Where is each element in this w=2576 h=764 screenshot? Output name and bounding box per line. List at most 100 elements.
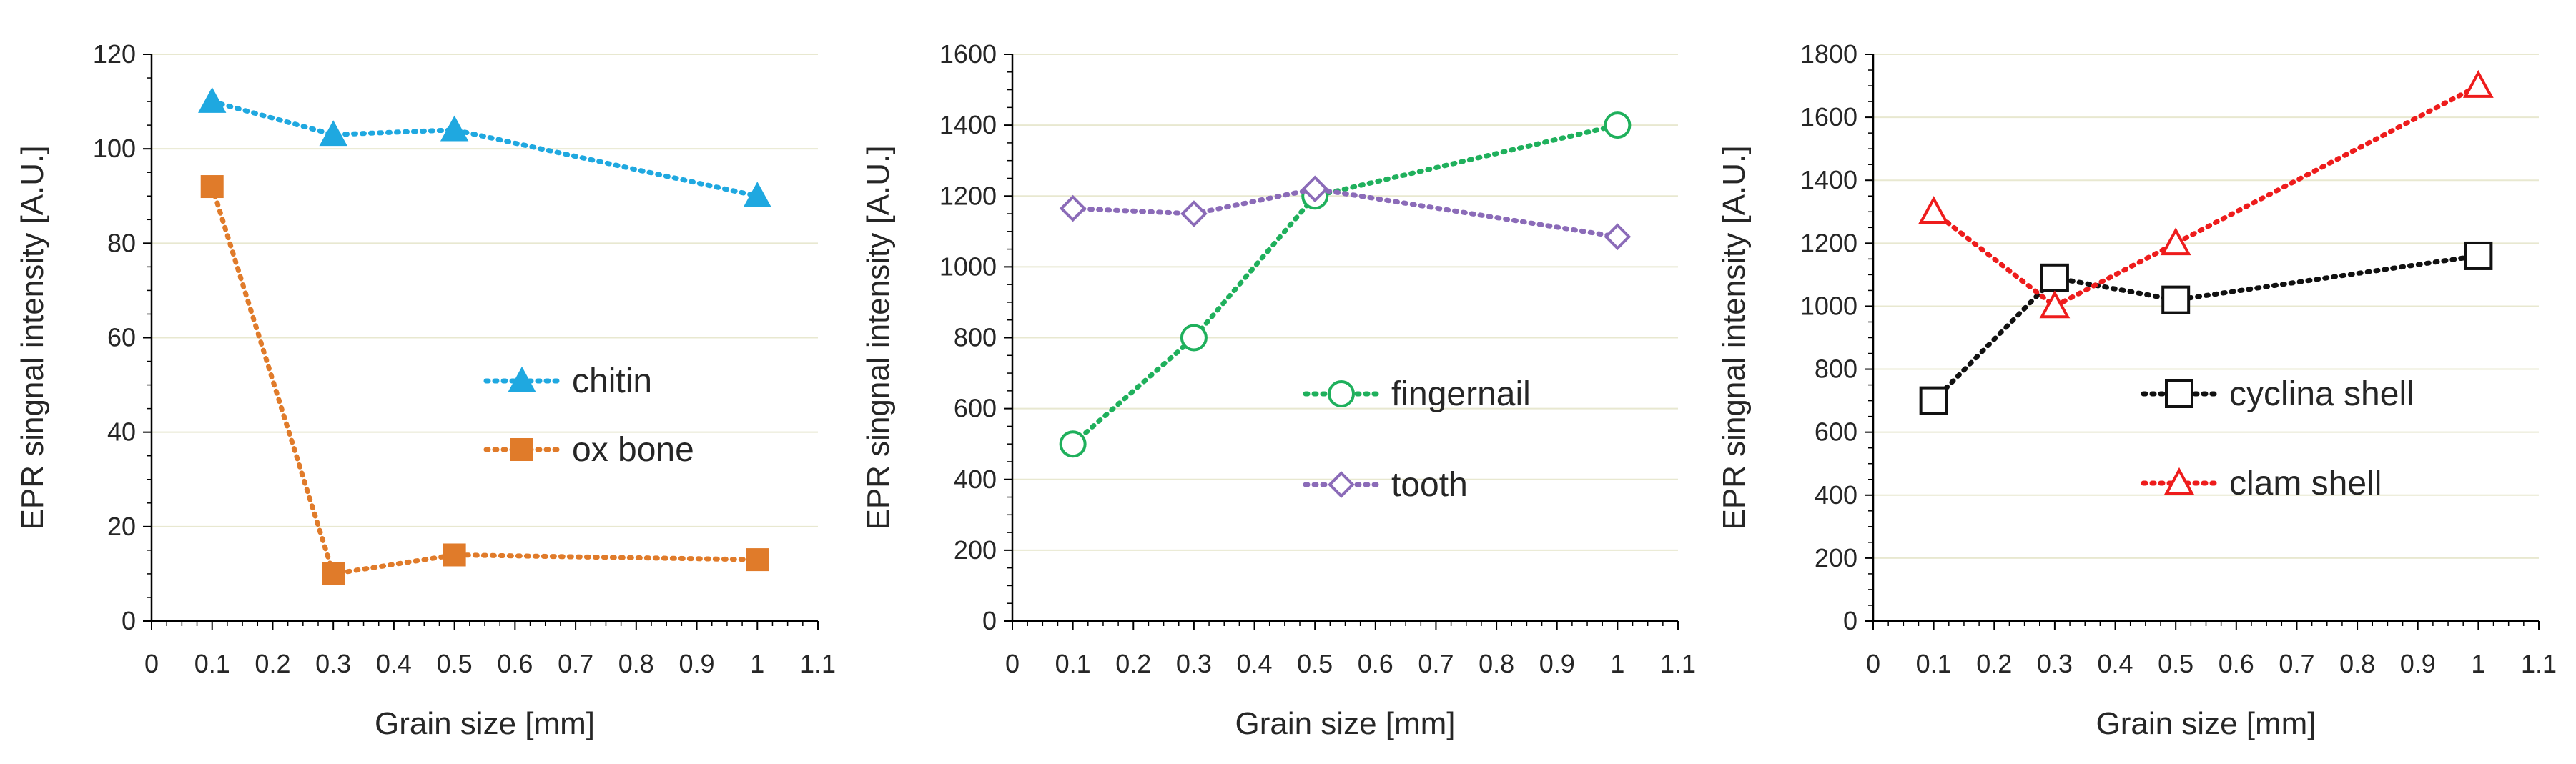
legend-label: cyclina shell (2229, 375, 2414, 413)
series-line-ox-bone (209, 184, 760, 577)
y-tick-label: 1400 (1800, 165, 1857, 194)
x-tick-label: 1 (750, 649, 764, 678)
data-point-cyclina-shell (2464, 241, 2493, 270)
data-point-ox-bone (443, 543, 466, 567)
data-point-ox-bone (200, 175, 224, 199)
data-point-tooth (1604, 223, 1632, 251)
legend-item-ox-bone: ox bone (483, 431, 694, 469)
x-tick-label: 0.2 (255, 649, 290, 678)
data-point-tooth (1059, 194, 1087, 222)
series-ox-bone (200, 175, 769, 585)
x-tick-label: 0 (1005, 649, 1020, 678)
data-point-fingernail (1059, 430, 1087, 458)
x-axis-title: Grain size [mm] (2096, 706, 2316, 741)
legend-item-fingernail: fingernail (1303, 375, 1531, 413)
legend-marker (2165, 379, 2193, 408)
y-tick-label: 1800 (1800, 39, 1857, 69)
data-point-ox-bone (322, 562, 345, 585)
y-tick-label: 60 (107, 323, 136, 352)
legend-item-tooth: tooth (1303, 466, 1468, 504)
x-tick-label: 0.7 (1418, 649, 1454, 678)
data-point-fingernail (1604, 111, 1632, 139)
x-tick-label: 1 (2471, 649, 2485, 678)
data-point-chitin (198, 87, 227, 113)
chart-panel-shells: 0 200 400 600 800 1000 1200 1400 1600 1800 0 0.1 0.2… (1717, 39, 2557, 741)
legend-marker (1328, 471, 1355, 498)
legend-marker (510, 438, 533, 461)
y-tick-label: 400 (1815, 480, 1857, 510)
data-point-cyclina-shell (2040, 263, 2069, 292)
data-point-chitin (319, 120, 347, 147)
x-tick-label: 0.4 (376, 649, 412, 678)
x-tick-label: 0.6 (1358, 649, 1393, 678)
data-point-chitin (743, 182, 771, 208)
x-tick-label: 0.3 (2037, 649, 2073, 678)
x-tick-label: 0.1 (1055, 649, 1091, 678)
x-tick-label: 1.1 (2521, 649, 2557, 678)
x-tick-label: 0.7 (2279, 649, 2314, 678)
series-line-clam-shell (1931, 83, 2481, 309)
x-tick-label: 0.6 (497, 649, 533, 678)
x-tick-label: 0.5 (1297, 649, 1333, 678)
x-tick-label: 0.8 (618, 649, 654, 678)
y-axis-title: EPR singnal intensity [A.U.] (861, 145, 896, 530)
series-line-cyclina-shell (1931, 253, 2481, 404)
chart-panel-fingernail-tooth: 0 200 400 600 800 1000 1200 1400 1600 0 0.1 0.2 0.3 0… (861, 39, 1696, 741)
y-tick-label: 1000 (939, 252, 997, 281)
data-point-cyclina-shell (1919, 386, 1948, 415)
series-cyclina-shell (1919, 241, 2493, 415)
legend-label: fingernail (1391, 375, 1531, 413)
legend-label: tooth (1391, 466, 1468, 504)
legend-marker (2163, 467, 2195, 495)
y-tick-label: 1000 (1800, 291, 1857, 320)
data-point-clam-shell (2039, 290, 2071, 319)
y-tick-label: 600 (1815, 417, 1857, 447)
y-tick-label: 80 (107, 228, 136, 257)
x-tick-label: 0.3 (315, 649, 351, 678)
y-tick-label: 800 (954, 323, 997, 352)
y-axis-title: EPR singnal intensity [A.U.] (15, 145, 50, 530)
series-line-tooth (1070, 186, 1620, 239)
x-tick-label: 0 (1866, 649, 1880, 678)
series-tooth (1059, 175, 1632, 251)
y-tick-label: 600 (954, 394, 997, 423)
y-tick-label: 100 (93, 134, 136, 163)
data-point-fingernail (1180, 324, 1208, 352)
x-tick-label: 0.2 (1976, 649, 2012, 678)
x-tick-label: 0.2 (1115, 649, 1151, 678)
data-point-tooth (1301, 175, 1329, 203)
x-tick-label: 0.6 (2219, 649, 2254, 678)
x-tick-label: 0.8 (2339, 649, 2375, 678)
series-line-chitin (209, 99, 760, 199)
legend-label: clam shell (2229, 465, 2382, 502)
y-tick-label: 20 (107, 512, 136, 541)
x-tick-label: 0.4 (1237, 649, 1273, 678)
data-point-clam-shell (2462, 69, 2494, 98)
x-tick-label: 1 (1610, 649, 1624, 678)
x-tick-label: 0.5 (2158, 649, 2193, 678)
y-tick-label: 400 (954, 465, 997, 494)
legend-item-clam-shell: clam shell (2141, 465, 2382, 502)
data-point-tooth (1180, 200, 1208, 227)
y-tick-label: 1600 (1800, 102, 1857, 132)
x-tick-label: 0.4 (2098, 649, 2133, 678)
data-point-ox-bone (746, 548, 769, 572)
series-line-fingernail (1070, 122, 1620, 447)
x-tick-label: 0.5 (437, 649, 473, 678)
y-tick-label: 200 (1815, 543, 1857, 572)
x-tick-label: 0.8 (1479, 649, 1514, 678)
data-point-cyclina-shell (2161, 285, 2191, 314)
legend-label: ox bone (572, 431, 694, 469)
y-axis-title: EPR singnal intensity [A.U.] (1717, 145, 1752, 530)
legend-marker (1328, 380, 1355, 407)
x-tick-label: 0.9 (2400, 649, 2436, 678)
x-tick-label: 1.1 (800, 649, 836, 678)
x-tick-label: 0 (144, 649, 159, 678)
x-tick-label: 0.9 (1539, 649, 1575, 678)
legend-label: chitin (572, 362, 652, 400)
y-tick-label: 0 (1843, 606, 1857, 635)
x-tick-label: 0.3 (1176, 649, 1212, 678)
x-tick-label: 0.1 (194, 649, 230, 678)
y-tick-label: 1400 (939, 110, 997, 139)
